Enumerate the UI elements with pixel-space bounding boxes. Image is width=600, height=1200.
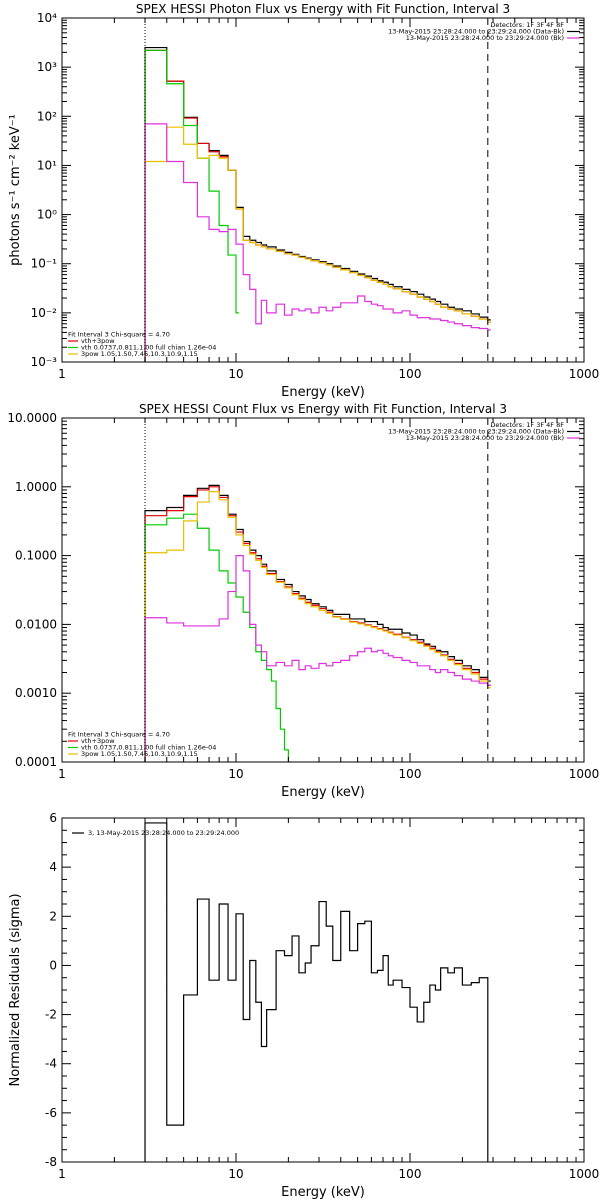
y-tick-label: 4	[49, 860, 57, 874]
legend-bottom-left-entry: 3pow 1.05,1.50,7.46,10.3,10.9,1.15	[81, 750, 198, 758]
y-tick-label: 0.0010	[15, 686, 57, 700]
x-axis-label: Energy (keV)	[281, 1185, 365, 1200]
series-line-5	[144, 123, 491, 362]
y-tick-label: 10.0000	[7, 411, 57, 425]
legend-bottom-left-entry: Fit Interval 3 Chi-square = 4.70	[68, 331, 170, 339]
y-tick-label: 10⁰	[37, 208, 57, 222]
x-tick-label: 1000	[569, 1167, 600, 1181]
legend-bottom-left-entry: 3pow 1.05,1.50,7.46,10.3,10.9,1.15	[81, 350, 198, 358]
x-tick-label: 1000	[569, 767, 600, 781]
series-line-5	[144, 555, 491, 762]
series-line-4	[144, 126, 491, 362]
plot-area	[144, 484, 491, 762]
y-tick-label: 0.1000	[15, 549, 57, 563]
x-tick-label: 100	[399, 767, 422, 781]
y-tick-label: 0.0100	[15, 617, 57, 631]
x-tick-label: 1	[58, 367, 66, 381]
y-tick-label: 0.0001	[15, 755, 57, 769]
chart-title: SPEX HESSI Count Flux vs Energy with Fit…	[139, 402, 507, 416]
y-tick-label: 0	[49, 958, 57, 972]
residuals-line	[144, 822, 489, 1162]
y-tick-label: -6	[45, 1106, 57, 1120]
plot-frame	[61, 817, 585, 1163]
legend-top-right-entry: 13-May-2015 23:28:24.000 to 23:29:24.000…	[406, 34, 564, 42]
legend-top-right-entry: 13-May-2015 23:28:24.000 to 23:29:24.000…	[406, 434, 564, 442]
y-tick-label: 10⁻¹	[31, 257, 58, 271]
plot-area	[144, 822, 489, 1162]
y-tick-label: 10²	[37, 109, 57, 123]
series-line-4	[144, 491, 491, 762]
y-tick-label: 10⁻²	[31, 306, 58, 320]
legend-bottom-left-entry: vth 0.0737,0.811,1.00 full chian 1.26e-0…	[81, 344, 216, 352]
chart-panel-3: 1 10 100 1000 -8 -6 -4 -2 0 2 4 6 Energy (keV) Normal…	[8, 811, 599, 1200]
x-tick-label: 10	[228, 767, 243, 781]
legend-top-right-entry: Detectors: 1F 3F 4F 8F	[490, 21, 564, 29]
x-tick-label: 100	[399, 1167, 422, 1181]
chart-panel-1: 1 10 100 1000 10⁻³ 10⁻² 10⁻¹ 10⁰ 10¹ 10² 10³ 10⁴ SPE…	[8, 2, 599, 400]
x-tick-label: 100	[399, 367, 422, 381]
y-tick-label: 10³	[37, 60, 57, 74]
chart-title: SPEX HESSI Photon Flux vs Energy with Fi…	[136, 2, 510, 16]
chart-panel-2: 1 10 100 1000 0.0001 0.0010 0.0100 0.1000 1.0000…	[7, 402, 599, 800]
y-tick-label: 2	[49, 909, 57, 923]
legend-top-left-entry: 3, 13-May-2015 23:28:24.000 to 23:29:24.…	[88, 829, 239, 837]
legend-top-right-entry: 13-May-2015 23:28:24.000 to 23:29:24.000…	[388, 28, 564, 36]
series-line-3	[144, 49, 239, 362]
plot-frame	[61, 17, 585, 363]
y-axis-label: photons s⁻¹ cm⁻² keV⁻¹	[8, 114, 23, 266]
x-tick-label: 10	[228, 367, 243, 381]
x-tick-label: 10	[228, 1167, 243, 1181]
legend-bottom-left-entry: Fit Interval 3 Chi-square = 4.70	[68, 731, 170, 739]
y-tick-label: 10¹	[37, 158, 57, 172]
y-tick-label: 10⁴	[37, 11, 57, 25]
y-tick-label: 6	[49, 811, 57, 825]
y-tick-label: -4	[45, 1057, 57, 1071]
legend-bottom-left-entry: vth+3pow	[81, 337, 115, 345]
x-tick-label: 1000	[569, 367, 600, 381]
plot-area	[144, 46, 491, 362]
legend-bottom-left-entry: vth 0.0737,0.811,1.00 full chian 1.26e-0…	[81, 744, 216, 752]
legend-bottom-left-entry: vth+3pow	[81, 737, 115, 745]
y-tick-label: 10⁻³	[31, 355, 58, 369]
series-line-1	[144, 484, 491, 762]
legend-top-right-entry: Detectors: 1F 3F 4F 8F	[490, 421, 564, 429]
x-axis-label: Energy (keV)	[281, 385, 365, 400]
x-tick-label: 1	[58, 1167, 66, 1181]
legend-top-right-entry: 13-May-2015 23:28:24.000 to 23:29:24.000…	[388, 428, 564, 436]
x-axis-label: Energy (keV)	[281, 785, 365, 800]
y-tick-label: -8	[45, 1155, 57, 1169]
y-tick-label: -2	[45, 1008, 57, 1022]
y-tick-label: 1.0000	[15, 480, 57, 494]
x-tick-label: 1	[58, 767, 66, 781]
plot-frame	[61, 417, 585, 763]
y-axis-label: Normalized Residuals (sigma)	[8, 893, 23, 1086]
